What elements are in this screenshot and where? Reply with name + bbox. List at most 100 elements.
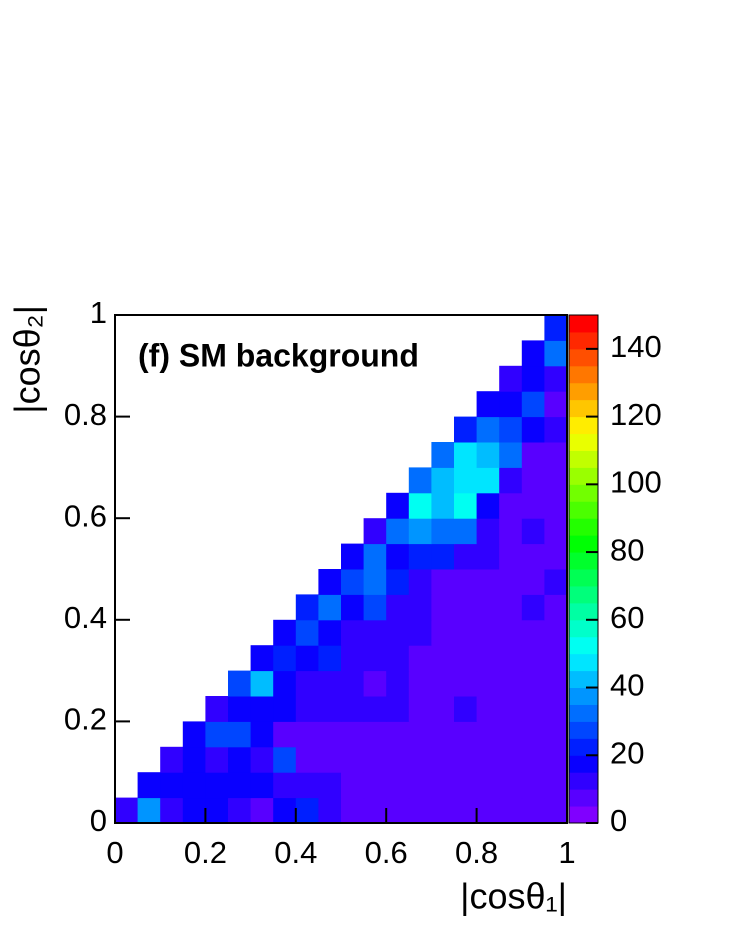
cell (454, 645, 478, 672)
cell (521, 492, 545, 519)
palette-frame (568, 314, 599, 824)
cell (431, 619, 455, 646)
cell (273, 797, 297, 824)
cell (431, 797, 455, 824)
y-tick-label: 0.6 (64, 498, 107, 533)
cell (273, 772, 297, 799)
cell (476, 721, 500, 748)
cell (228, 721, 252, 748)
cell (431, 569, 455, 595)
x-tick-label: 1 (558, 835, 575, 870)
cell (250, 645, 274, 672)
cell (476, 746, 500, 773)
palette-band (569, 806, 598, 824)
z-tick-label: 40 (610, 668, 644, 703)
palette-band (569, 399, 598, 418)
cell (408, 543, 432, 570)
cell (341, 670, 365, 697)
cell (521, 619, 545, 646)
cell (454, 670, 478, 697)
cell (341, 619, 365, 646)
palette-band (569, 467, 598, 485)
cell (454, 619, 478, 646)
cell (431, 645, 455, 672)
cell (544, 721, 568, 748)
cell (454, 594, 478, 621)
cell (521, 543, 545, 570)
cell (295, 645, 319, 672)
cells (115, 315, 568, 824)
cell (160, 772, 184, 799)
cell (363, 645, 387, 672)
palette-band (569, 569, 598, 587)
cell (521, 340, 545, 367)
cell (386, 645, 410, 672)
x-tick-label: 0.4 (274, 835, 317, 870)
cell (341, 797, 365, 824)
cell (295, 696, 319, 722)
cell (295, 797, 319, 824)
palette-band (569, 518, 598, 536)
cell (544, 569, 568, 595)
z-tick-label: 80 (610, 532, 644, 567)
cell (250, 696, 274, 722)
palette-band (569, 789, 598, 807)
chart-title: (f) SM background (138, 337, 419, 373)
cell (499, 569, 523, 595)
cell (521, 569, 545, 595)
palette-band (569, 433, 598, 451)
cell (521, 645, 545, 672)
cell (544, 746, 568, 773)
cell (386, 594, 410, 621)
cell (318, 569, 342, 595)
cell (521, 594, 545, 621)
cell (499, 746, 523, 773)
cell (160, 746, 184, 773)
cell (363, 797, 387, 824)
cell (408, 772, 432, 799)
cell (476, 619, 500, 646)
cell (318, 772, 342, 799)
cell (341, 569, 365, 595)
palette-band (569, 772, 598, 790)
cell (318, 645, 342, 672)
cell (499, 416, 523, 443)
cell (499, 670, 523, 697)
cell (476, 797, 500, 824)
cell (499, 797, 523, 824)
cell (544, 619, 568, 646)
cell (205, 696, 229, 722)
cell (408, 797, 432, 824)
cell (386, 696, 410, 722)
y-tick-label: 0.4 (64, 600, 107, 635)
cell (137, 772, 161, 799)
palette-band (569, 755, 598, 773)
cell (454, 772, 478, 799)
cell (476, 772, 500, 799)
cell (295, 670, 319, 697)
cell (318, 619, 342, 646)
cell (431, 543, 455, 570)
cell (476, 442, 500, 468)
cell (182, 772, 206, 799)
cell (454, 569, 478, 595)
cell (431, 670, 455, 697)
cell (228, 797, 252, 824)
cell (476, 645, 500, 672)
cell (476, 391, 500, 418)
cell (318, 594, 342, 621)
cell (454, 416, 478, 443)
palette-band (569, 365, 598, 384)
cell (544, 645, 568, 672)
cell (544, 391, 568, 418)
palette-band (569, 450, 598, 468)
z-tick-label: 0 (610, 803, 627, 838)
cell (363, 543, 387, 570)
cell (341, 696, 365, 722)
palette-band (569, 331, 598, 350)
cell (273, 746, 297, 773)
z-tick-label: 140 (610, 329, 662, 364)
cell (386, 721, 410, 748)
cell (476, 696, 500, 722)
cell (454, 746, 478, 773)
